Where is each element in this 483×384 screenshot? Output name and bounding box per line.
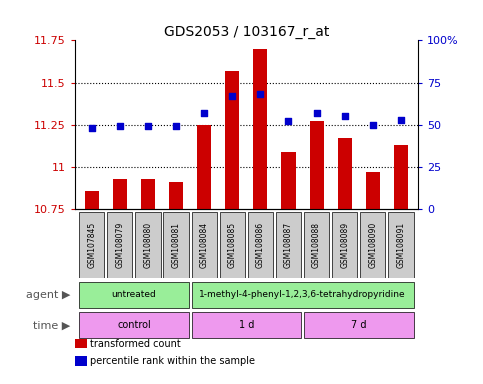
Bar <box>248 212 273 278</box>
Point <box>172 123 180 129</box>
Point <box>200 110 208 116</box>
Text: percentile rank within the sample: percentile rank within the sample <box>90 356 256 366</box>
Bar <box>388 212 413 278</box>
Text: untreated: untreated <box>112 290 156 299</box>
Text: GSM107845: GSM107845 <box>87 222 96 268</box>
Text: GSM108084: GSM108084 <box>199 222 209 268</box>
Bar <box>225 71 239 209</box>
Text: GSM108091: GSM108091 <box>397 222 405 268</box>
Point <box>313 110 320 116</box>
Bar <box>79 282 189 308</box>
Text: GSM108087: GSM108087 <box>284 222 293 268</box>
Bar <box>197 125 211 209</box>
Bar <box>192 212 217 278</box>
Point <box>397 117 405 123</box>
Bar <box>360 212 385 278</box>
Bar <box>79 212 104 278</box>
Text: GSM108085: GSM108085 <box>228 222 237 268</box>
Text: GSM108088: GSM108088 <box>312 222 321 268</box>
Point <box>116 123 124 129</box>
Bar <box>107 212 132 278</box>
Bar <box>220 212 245 278</box>
Text: 7 d: 7 d <box>351 320 367 331</box>
Bar <box>192 313 301 338</box>
Point <box>284 118 292 124</box>
Bar <box>310 121 324 209</box>
Bar <box>113 179 127 209</box>
Bar <box>338 138 352 209</box>
Point <box>88 125 96 131</box>
Text: control: control <box>117 320 151 331</box>
Bar <box>135 212 161 278</box>
Bar <box>366 172 380 209</box>
Bar <box>394 145 408 209</box>
Text: 1-methyl-4-phenyl-1,2,3,6-tetrahydropyridine: 1-methyl-4-phenyl-1,2,3,6-tetrahydropyri… <box>199 290 406 299</box>
Point <box>369 122 377 128</box>
Text: agent ▶: agent ▶ <box>26 290 70 300</box>
Bar <box>254 49 268 209</box>
Bar <box>141 179 155 209</box>
Bar <box>85 191 99 209</box>
Point <box>144 123 152 129</box>
Point <box>228 93 236 99</box>
Text: GSM108080: GSM108080 <box>143 222 153 268</box>
Point <box>256 91 264 98</box>
Text: GSM108090: GSM108090 <box>369 222 377 268</box>
Text: GSM108079: GSM108079 <box>115 222 124 268</box>
Text: GSM108081: GSM108081 <box>171 222 181 268</box>
Title: GDS2053 / 103167_r_at: GDS2053 / 103167_r_at <box>164 25 329 39</box>
Bar <box>276 212 301 278</box>
Text: time ▶: time ▶ <box>33 320 70 331</box>
Bar <box>332 212 357 278</box>
Text: GSM108089: GSM108089 <box>340 222 349 268</box>
Bar <box>304 212 329 278</box>
Bar <box>304 313 413 338</box>
Bar <box>163 212 189 278</box>
Bar <box>282 152 296 209</box>
Bar <box>192 282 413 308</box>
Text: GSM108086: GSM108086 <box>256 222 265 268</box>
Text: transformed count: transformed count <box>90 339 181 349</box>
Text: 1 d: 1 d <box>239 320 254 331</box>
Bar <box>169 182 183 209</box>
Bar <box>79 313 189 338</box>
Point <box>341 113 349 119</box>
